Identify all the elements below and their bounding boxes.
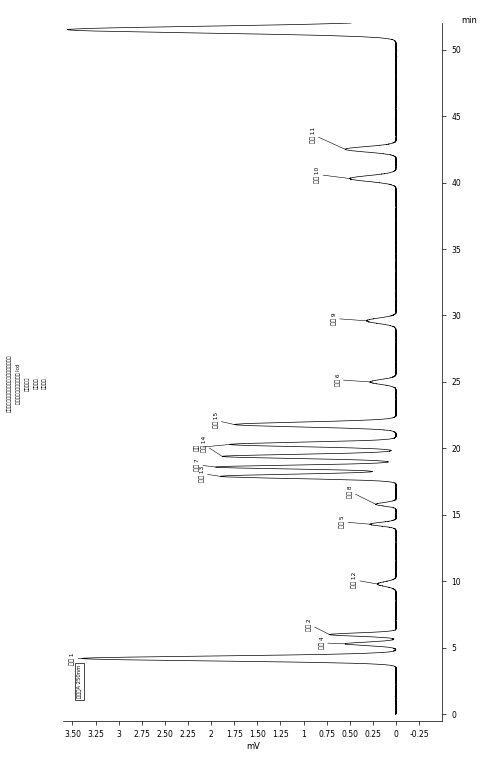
Y-axis label: min: min: [461, 16, 477, 25]
Text: 杂质 4: 杂质 4: [319, 637, 345, 649]
Text: 样品名称：利伐沙班合并 lcd: 样品名称：利伐沙班合并 lcd: [16, 364, 21, 403]
Text: 杂质 5: 杂质 5: [340, 515, 370, 528]
Text: 杂质 15: 杂质 15: [213, 412, 234, 429]
X-axis label: mV: mV: [246, 742, 260, 751]
Text: 杂质 2: 杂质 2: [306, 618, 330, 634]
Text: 检测器A 250nm: 检测器A 250nm: [77, 665, 82, 699]
Text: 测定方法名称：利伐沙班片有关物质检测方法: 测定方法名称：利伐沙班片有关物质检测方法: [7, 355, 12, 412]
Text: 檢测器：: 檢测器：: [34, 378, 38, 389]
Text: 杂质 9: 杂质 9: [331, 312, 366, 324]
Text: 杂质 14: 杂质 14: [201, 436, 222, 456]
Text: 杂质 8: 杂质 8: [347, 485, 376, 504]
Text: 杂质 13: 杂质 13: [199, 466, 220, 482]
Text: 杂质 6: 杂质 6: [335, 374, 370, 386]
Text: 主峰: 主峰: [194, 444, 229, 451]
Text: 样品编号：: 样品编号：: [25, 377, 30, 390]
Text: 检测器：: 检测器：: [42, 378, 47, 389]
Text: 杂质 11: 杂质 11: [310, 127, 345, 150]
Text: 杂质 1: 杂质 1: [69, 653, 87, 665]
Text: 杂质 10: 杂质 10: [314, 166, 350, 183]
Text: 杂质 7: 杂质 7: [194, 459, 216, 471]
Text: 杂质 12: 杂质 12: [352, 571, 378, 588]
